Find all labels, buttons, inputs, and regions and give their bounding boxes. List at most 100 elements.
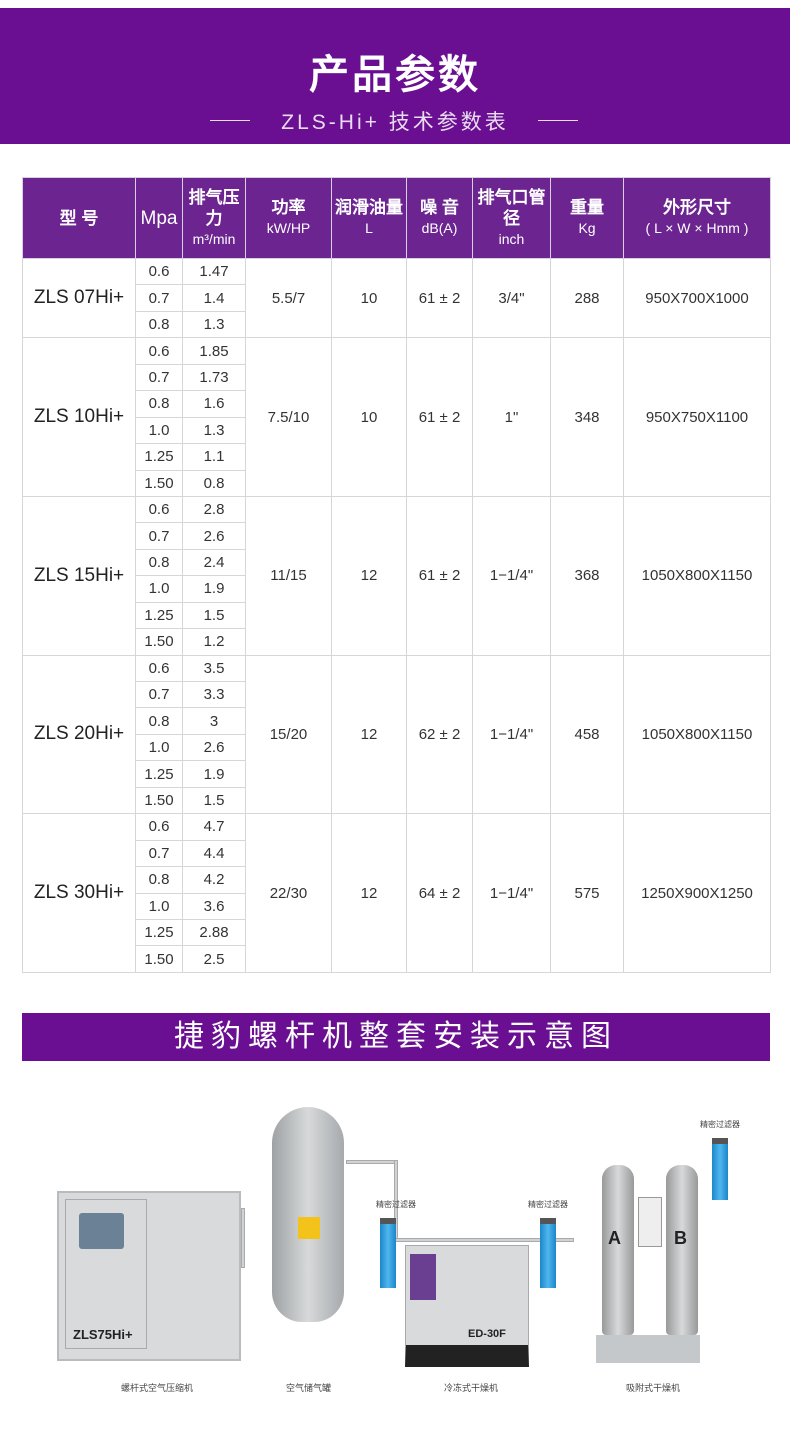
outlet-cell: 1" bbox=[472, 337, 551, 497]
column-header: Mpa bbox=[135, 177, 183, 259]
model-cell: ZLS 15Hi+ bbox=[22, 495, 136, 656]
column-header-unit: kW/HP bbox=[266, 220, 311, 236]
compressor-label: 螺杆式空气压缩机 bbox=[121, 1383, 194, 1393]
pressure-cell: 1.50 bbox=[135, 786, 183, 815]
flow-cell: 1.73 bbox=[182, 363, 246, 392]
pressure-cell: 1.50 bbox=[135, 945, 183, 973]
noise-cell: 61 ± 2 bbox=[406, 495, 473, 656]
table-row: 0.7 4.4 bbox=[23, 839, 771, 868]
oil-cell: 12 bbox=[331, 495, 407, 656]
column-header: 型 号 bbox=[22, 177, 136, 259]
flow-cell: 2.4 bbox=[182, 548, 246, 577]
flow-cell: 3.5 bbox=[182, 654, 246, 683]
table-row: 1.0 3.6 bbox=[23, 892, 771, 920]
table-row: 0.7 3.3 bbox=[23, 680, 771, 709]
oil-cell: 12 bbox=[331, 813, 407, 973]
divider bbox=[210, 120, 250, 121]
adsorption-dryer-label: 吸附式干燥机 bbox=[626, 1383, 681, 1393]
model-cell: ZLS 20Hi+ bbox=[22, 654, 136, 815]
filter-label: 精密过滤器 bbox=[528, 1200, 568, 1209]
pressure-cell: 0.7 bbox=[135, 284, 183, 312]
oil-cell: 12 bbox=[331, 654, 407, 815]
size-cell: 1050X800X1150 bbox=[623, 654, 771, 815]
table-row: 0.8 4.2 bbox=[23, 866, 771, 894]
table-row: 1.25 1.5 bbox=[23, 601, 771, 630]
column-header-title: 外形尺寸 bbox=[663, 198, 731, 217]
filter-label: 精密过滤器 bbox=[376, 1200, 416, 1209]
flow-cell: 3.6 bbox=[182, 892, 246, 920]
table-row: 1.0 1.9 bbox=[23, 575, 771, 603]
pressure-cell: 1.50 bbox=[135, 469, 183, 497]
filter-image bbox=[712, 1138, 728, 1200]
flow-cell: 1.5 bbox=[182, 786, 246, 815]
table-row: 0.7 1.4 bbox=[23, 284, 771, 312]
flow-cell: 1.9 bbox=[182, 760, 246, 788]
power-cell: 11/15 bbox=[245, 495, 332, 656]
flow-cell: 1.85 bbox=[182, 337, 246, 365]
flow-cell: 3.3 bbox=[182, 680, 246, 709]
column-header-unit: inch bbox=[498, 230, 525, 247]
pressure-cell: 0.6 bbox=[135, 495, 183, 524]
pressure-cell: 0.8 bbox=[135, 390, 183, 418]
filter-image bbox=[540, 1218, 556, 1288]
power-cell: 22/30 bbox=[245, 813, 332, 973]
flow-cell: 4.7 bbox=[182, 813, 246, 841]
column-header-unit: dB(A) bbox=[421, 220, 458, 236]
column-header-unit: m³/min bbox=[192, 230, 236, 247]
table-row: 0.8 1.6 bbox=[23, 390, 771, 418]
flow-cell: 2.6 bbox=[182, 733, 246, 762]
pressure-cell: 0.6 bbox=[135, 337, 183, 365]
page-subtitle: ZLS-Hi+ 技术参数表 bbox=[281, 111, 509, 134]
table-row: ZLS 30Hi+ 0.6 4.7 22/30 12 64 ± 2 1−1/4" 575 125… bbox=[22, 813, 771, 973]
column-header: 噪 音 dB(A) bbox=[406, 177, 473, 259]
table-row: ZLS 20Hi+ 0.6 3.5 15/20 12 62 ± 2 1−1/4" 458 105… bbox=[22, 654, 771, 815]
flow-cell: 2.8 bbox=[182, 495, 246, 524]
flow-cell: 2.88 bbox=[182, 918, 246, 947]
table-row: 1.50 1.5 bbox=[23, 786, 771, 815]
flow-cell: 1.9 bbox=[182, 575, 246, 603]
column-header: 排气口管径 inch bbox=[472, 177, 551, 259]
pressure-cell: 1.0 bbox=[135, 575, 183, 603]
flow-cell: 0.8 bbox=[182, 469, 246, 497]
column-header-title: 功率 bbox=[271, 198, 306, 217]
spec-table: 型 号 Mpa 排气压力 m³/min 功率 kW/HP 润滑油量 L 噪 音 dB(A) 排气口管… bbox=[22, 177, 771, 973]
size-cell: 950X700X1000 bbox=[623, 257, 771, 339]
pressure-cell: 1.25 bbox=[135, 760, 183, 788]
weight-cell: 288 bbox=[550, 257, 624, 339]
outlet-cell: 1−1/4" bbox=[472, 654, 551, 815]
column-header-title: 噪 音 bbox=[420, 198, 459, 217]
air-tank-image bbox=[272, 1107, 344, 1322]
adsorption-dryer-image: A B bbox=[596, 1135, 700, 1365]
model-cell: ZLS 30Hi+ bbox=[22, 813, 136, 973]
pressure-cell: 1.0 bbox=[135, 733, 183, 762]
compressor-image: ZLS75Hi+ bbox=[57, 1191, 241, 1361]
pressure-cell: 0.8 bbox=[135, 866, 183, 894]
flow-cell: 1.5 bbox=[182, 601, 246, 630]
table-row: 1.0 1.3 bbox=[23, 416, 771, 445]
flow-cell: 2.6 bbox=[182, 522, 246, 550]
column-header-title: 重量 bbox=[570, 198, 604, 217]
table-row: ZLS 10Hi+ 0.6 1.85 7.5/10 10 61 ± 2 1" 348 950X7… bbox=[22, 337, 771, 497]
section-title: 捷豹螺杆机整套安装示意图 bbox=[22, 1013, 770, 1061]
filter-label: 精密过滤器 bbox=[700, 1120, 740, 1129]
column-header-title: 型 号 bbox=[59, 208, 99, 228]
pressure-cell: 0.8 bbox=[135, 548, 183, 577]
column-header: 功率 kW/HP bbox=[245, 177, 332, 259]
noise-cell: 61 ± 2 bbox=[406, 257, 473, 339]
divider bbox=[538, 120, 578, 121]
page-title: 产品参数 bbox=[309, 53, 481, 97]
pressure-cell: 1.25 bbox=[135, 601, 183, 630]
refrigerated-dryer-image: ED-30F bbox=[405, 1245, 529, 1367]
flow-cell: 1.3 bbox=[182, 310, 246, 339]
power-cell: 5.5/7 bbox=[245, 257, 332, 339]
tank-b-label: B bbox=[674, 1228, 687, 1248]
pressure-cell: 0.6 bbox=[135, 257, 183, 286]
size-cell: 1050X800X1150 bbox=[623, 495, 771, 656]
column-header: 排气压力 m³/min bbox=[182, 177, 246, 259]
flow-cell: 1.4 bbox=[182, 284, 246, 312]
column-header-title: 排气口管径 bbox=[477, 187, 546, 228]
table-row: 0.7 1.73 bbox=[23, 363, 771, 392]
outlet-cell: 1−1/4" bbox=[472, 813, 551, 973]
flow-cell: 4.4 bbox=[182, 839, 246, 868]
column-header-unit: Kg bbox=[578, 220, 596, 236]
